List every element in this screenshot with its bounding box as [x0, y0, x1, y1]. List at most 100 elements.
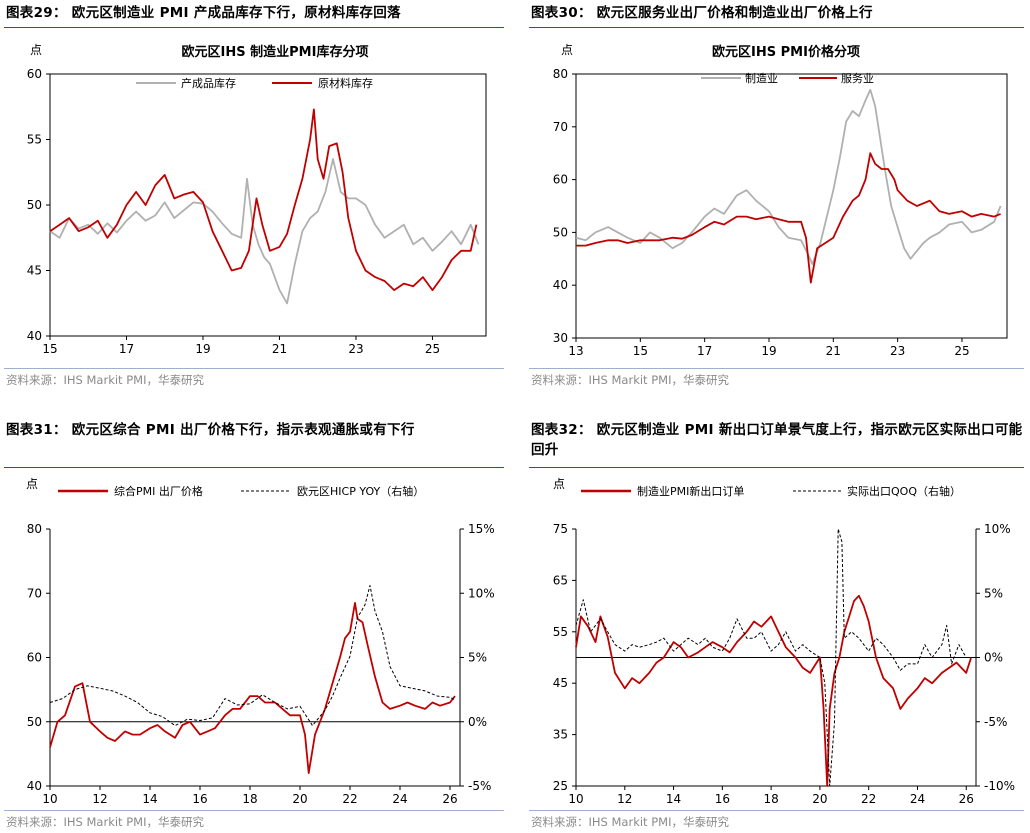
series-line-1	[576, 152, 1001, 284]
y-unit-label: 点	[553, 477, 565, 491]
y-tick-label: 40	[553, 278, 568, 292]
x-tick-label: 24	[910, 792, 925, 806]
x-tick-label: 15	[42, 342, 57, 356]
plot-frame	[575, 73, 1008, 339]
x-tick-label: 17	[697, 344, 712, 358]
y2-tick-label: -5%	[984, 715, 1007, 729]
legend-label: 原材料库存	[318, 76, 373, 90]
y-tick-label: 75	[553, 522, 568, 536]
x-tick-label: 20	[812, 792, 827, 806]
panel-chart-32: 图表32： 欧元区制造业 PMI 新出口订单景气度上行，指示欧元区实际出口可能回…	[523, 410, 1030, 833]
y-tick-label: 55	[553, 625, 568, 639]
y2-tick-label: 0%	[984, 651, 1003, 665]
chart-title: 欧元区IHS PMI价格分项	[712, 44, 860, 60]
legend-label: 欧元区HICP YOY（右轴）	[297, 484, 424, 498]
header-rule	[4, 27, 504, 28]
header-rule	[529, 27, 1024, 28]
x-tick-label: 10	[568, 792, 583, 806]
y-tick-label: 30	[553, 331, 568, 345]
x-tick-label: 22	[342, 792, 357, 806]
x-tick-label: 19	[195, 342, 210, 356]
y2-tick-label: 5%	[984, 586, 1003, 600]
legend: 制造业PMI新出口订单 实际出口QOQ（右轴）	[581, 484, 961, 498]
x-tick-label: 10	[42, 792, 57, 806]
x-tick-label: 20	[292, 792, 307, 806]
y-tick-label: 40	[27, 329, 42, 343]
x-tick-label: 18	[242, 792, 257, 806]
legend-label: 制造业PMI新出口订单	[637, 484, 744, 498]
series-line-0	[575, 594, 972, 787]
y-tick-label: 45	[27, 264, 42, 278]
x-tick-label: 23	[348, 342, 363, 356]
x-tick-label: 26	[959, 792, 974, 806]
series-line-0	[49, 158, 480, 305]
footer-rule	[4, 810, 504, 811]
panel-chart-29: 图表29： 欧元区制造业 PMI 产成品库存下行，原材料库存回落 点 欧元区IH…	[0, 0, 515, 400]
x-tick-label: 14	[666, 792, 681, 806]
x-tick-label: 24	[392, 792, 407, 806]
y-tick-label: 60	[27, 67, 42, 81]
x-tick-label: 16	[715, 792, 730, 806]
footer-rule	[529, 810, 1024, 811]
y-tick-label: 70	[27, 586, 42, 600]
source-note: 资料来源：IHS Markit PMI，华泰研究	[6, 373, 204, 387]
y2-tick-label: 15%	[468, 522, 495, 536]
y-tick-label: 45	[553, 676, 568, 690]
series-line-1	[49, 585, 456, 727]
y-tick-label: 25	[553, 779, 568, 793]
y-tick-label: 60	[553, 173, 568, 187]
y-tick-label: 35	[553, 728, 568, 742]
legend-label: 产成品库存	[181, 76, 236, 90]
series-line-0	[49, 601, 456, 775]
x-tick-label: 23	[890, 344, 905, 358]
x-tick-label: 25	[425, 342, 440, 356]
x-tick-label: 16	[192, 792, 207, 806]
legend-label: 制造业	[745, 71, 778, 85]
header-chart-29: 图表29： 欧元区制造业 PMI 产成品库存下行，原材料库存回落	[6, 5, 401, 21]
source-note: 资料来源：IHS Markit PMI，华泰研究	[6, 815, 204, 829]
y-tick-label: 60	[27, 651, 42, 665]
x-tick-label: 21	[826, 344, 841, 358]
y-tick-label: 50	[27, 198, 42, 212]
legend-label: 服务业	[841, 72, 874, 85]
plot-frame	[49, 73, 487, 337]
chart-29: 点 欧元区IHS 制造业PMI库存分项 产成品库存 原材料库存 40 45 50 55…	[27, 43, 487, 356]
x-tick-label: 12	[617, 792, 632, 806]
header-chart-31: 图表31： 欧元区综合 PMI 出厂价格下行，指示表观通胀或有下行	[6, 422, 415, 438]
y-tick-label: 80	[27, 522, 42, 536]
source-note: 资料来源：IHS Markit PMI，华泰研究	[531, 373, 729, 387]
y-tick-label: 55	[27, 133, 42, 147]
y2-tick-label: 10%	[984, 522, 1011, 536]
header-chart-32: 图表32： 欧元区制造业 PMI 新出口订单景气度上行，指示欧元区实际出口可能回…	[531, 422, 1023, 458]
chart-32: 点 制造业PMI新出口订单 实际出口QOQ（右轴） 25 35 45 55 65 75 -1…	[553, 477, 1015, 806]
chart-31: 点 综合PMI 出厂价格 欧元区HICP YOY（右轴） 40 50 60 70 80 -…	[26, 477, 495, 806]
legend: 产成品库存 原材料库存	[136, 76, 373, 90]
legend-label: 实际出口QOQ（右轴）	[847, 484, 961, 498]
panel-chart-30: 图表30： 欧元区服务业出厂价格和制造业出厂价格上行 点 欧元区IHS PMI价…	[523, 0, 1030, 400]
footer-rule	[4, 368, 504, 369]
x-tick-label: 17	[119, 342, 134, 356]
series-line-1	[575, 528, 967, 787]
header-rule	[529, 467, 1024, 468]
legend: 制造业 服务业	[701, 71, 874, 85]
y2-tick-label: 10%	[468, 586, 495, 600]
y2-tick-label: -5%	[468, 779, 491, 793]
header-rule	[4, 467, 504, 468]
y-tick-label: 50	[27, 715, 42, 729]
source-note: 资料来源：IHS Markit PMI，华泰研究	[531, 815, 729, 829]
legend-label: 综合PMI 出厂价格	[114, 484, 203, 498]
x-tick-label: 14	[142, 792, 157, 806]
x-tick-label: 19	[761, 344, 776, 358]
panel-chart-31: 图表31： 欧元区综合 PMI 出厂价格下行，指示表观通胀或有下行 点 综合PM…	[0, 410, 515, 833]
x-tick-label: 21	[272, 342, 287, 356]
x-tick-label: 18	[763, 792, 778, 806]
y2-tick-label: 5%	[468, 651, 487, 665]
y-tick-label: 40	[27, 779, 42, 793]
chart-title: 欧元区IHS 制造业PMI库存分项	[182, 44, 369, 60]
legend: 综合PMI 出厂价格 欧元区HICP YOY（右轴）	[58, 484, 424, 498]
chart-30: 点 欧元区IHS PMI价格分项 制造业 服务业 30 40 50 60 70 80 13 1…	[553, 43, 1008, 358]
y2-tick-label: -10%	[984, 779, 1015, 793]
y-tick-label: 80	[553, 67, 568, 81]
x-tick-label: 15	[633, 344, 648, 358]
y-tick-label: 65	[553, 573, 568, 587]
